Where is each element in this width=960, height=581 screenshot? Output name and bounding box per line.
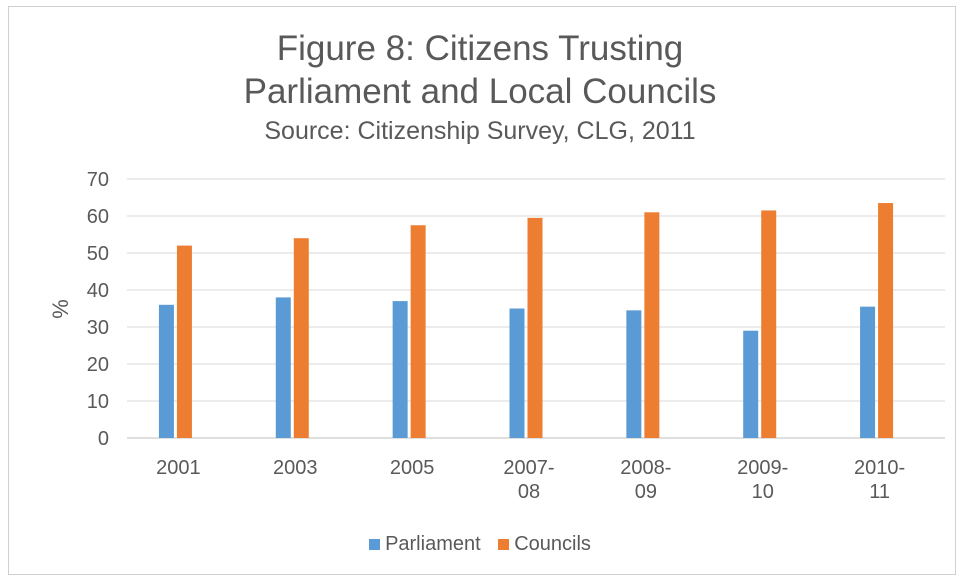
bar-parliament-5: [743, 330, 759, 438]
bar-parliament-0: [158, 304, 174, 438]
bar-councils-6: [878, 203, 894, 438]
legend-item-parliament: Parliament: [369, 533, 481, 556]
bar-councils-1: [293, 238, 309, 438]
chart-title-line-2: Parliament and Local Councils: [243, 72, 717, 111]
legend-item-councils: Councils: [498, 533, 591, 556]
y-tick-label: 0: [98, 428, 109, 450]
y-tick-label: 20: [87, 354, 109, 376]
bar-councils-4: [644, 212, 660, 438]
bar-parliament-1: [275, 297, 291, 438]
y-tick-label: 30: [87, 317, 109, 339]
bar-councils-0: [176, 245, 192, 438]
y-axis-ticks: 0 10 20 30 40 50 60 70: [87, 169, 109, 450]
x-tick-label: 2010-11: [854, 457, 905, 503]
bar-parliament-3: [509, 308, 525, 438]
bar-councils-5: [761, 210, 777, 438]
legend-label-councils: Councils: [514, 533, 591, 555]
legend-swatch-councils: [498, 539, 510, 550]
bar-councils-2: [410, 225, 426, 438]
x-tick-label: 2003: [273, 457, 318, 479]
y-axis-label: %: [48, 299, 73, 319]
x-tick-label: 2009-10: [737, 457, 788, 503]
bars: [158, 203, 894, 438]
legend-label-parliament: Parliament: [385, 533, 481, 555]
y-tick-label: 10: [87, 391, 109, 413]
y-tick-label: 50: [87, 243, 109, 265]
chart-subtitle: Source: Citizenship Survey, CLG, 2011: [264, 117, 696, 145]
y-tick-label: 40: [87, 280, 109, 302]
bar-parliament-2: [392, 301, 408, 438]
x-axis-ticks: 2001 2003 2005 2007-08 2008-09 2009-10 2010-11: [156, 457, 905, 503]
legend-swatch-parliament: [369, 539, 381, 550]
x-tick-label: 2001: [156, 457, 201, 479]
bar-parliament-4: [626, 310, 642, 438]
bar-parliament-6: [860, 306, 876, 438]
x-tick-label: 2007-08: [503, 457, 554, 503]
bar-councils-3: [527, 217, 543, 438]
chart-title-line-1: Figure 8: Citizens Trusting: [276, 29, 684, 68]
legend: Parliament Councils: [0, 533, 960, 556]
x-tick-label: 2005: [390, 457, 435, 479]
y-tick-label: 70: [87, 169, 109, 191]
y-tick-label: 60: [87, 206, 109, 228]
x-tick-label: 2008-09: [620, 457, 671, 503]
